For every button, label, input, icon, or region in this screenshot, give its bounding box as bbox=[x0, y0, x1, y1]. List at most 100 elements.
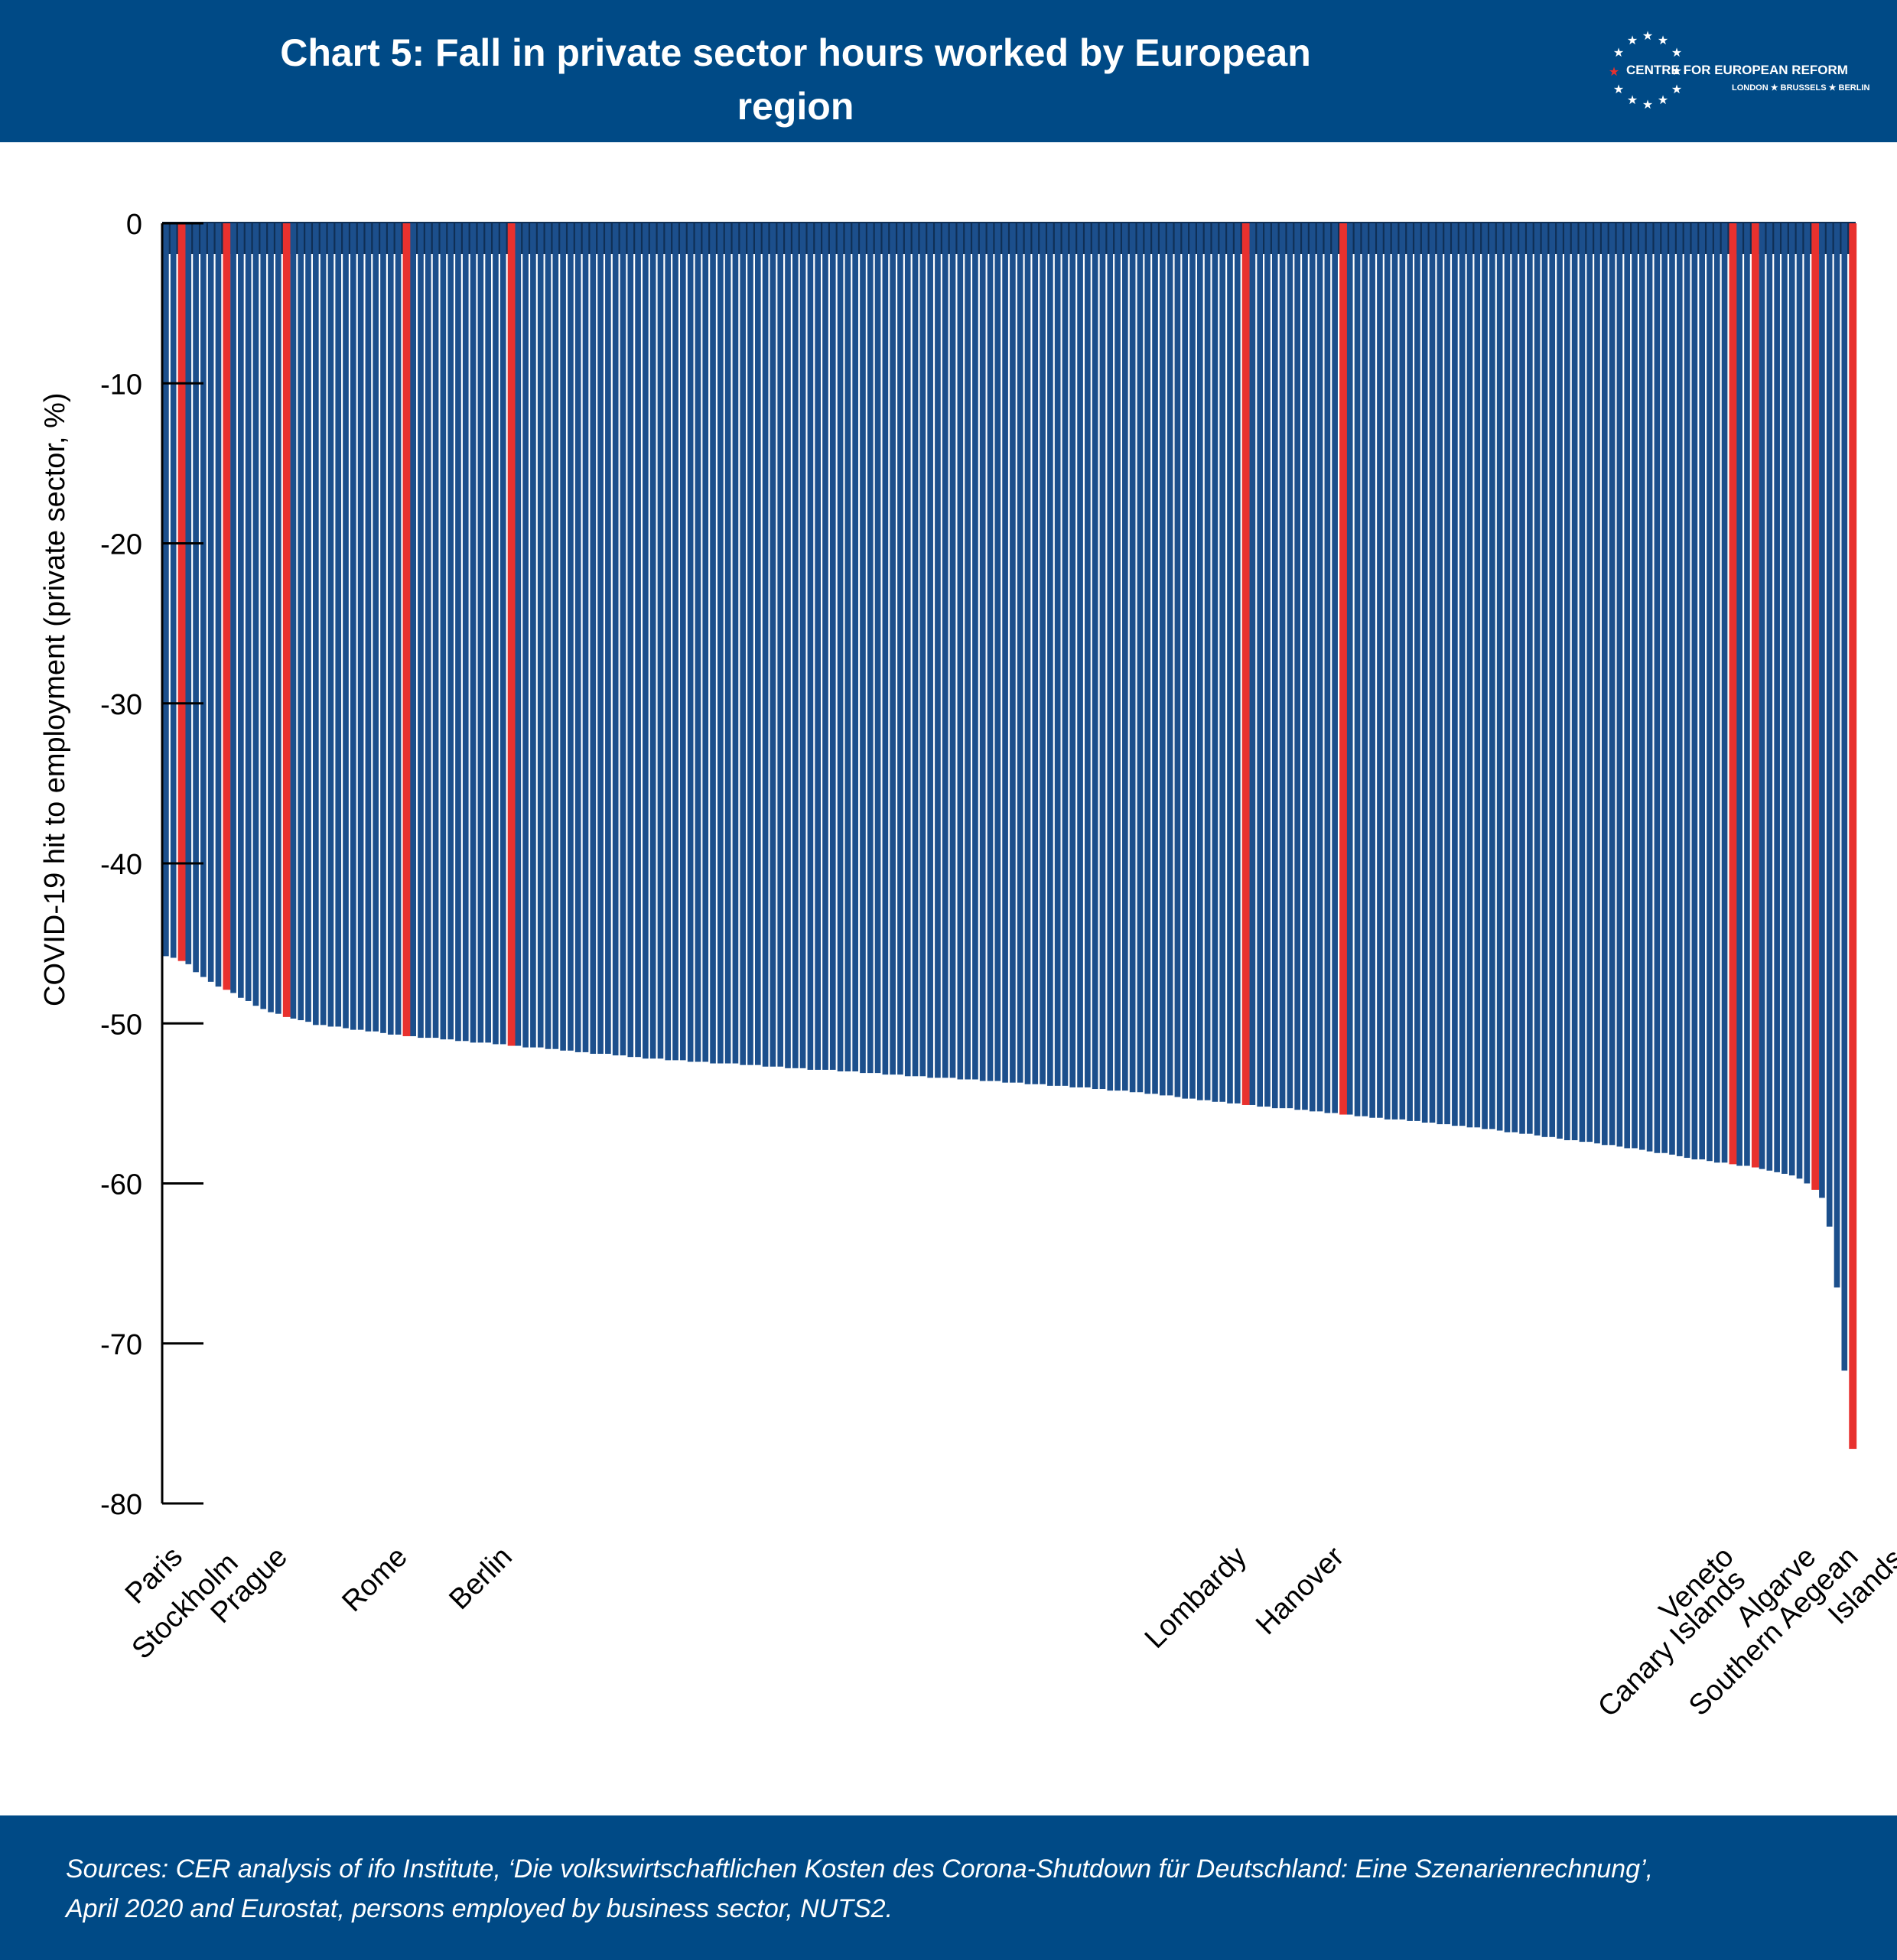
bar bbox=[890, 223, 896, 1075]
sources-line1: Sources: CER analysis of ifo Institute, … bbox=[66, 1854, 1654, 1884]
bar bbox=[1804, 223, 1811, 1184]
svg-text:★: ★ bbox=[1642, 97, 1653, 112]
bar bbox=[777, 223, 784, 1067]
bar bbox=[1527, 223, 1533, 1134]
bar bbox=[395, 223, 402, 1035]
bar bbox=[1024, 223, 1031, 1084]
bar-highlight bbox=[402, 223, 411, 1036]
bar bbox=[537, 223, 544, 1048]
bar bbox=[1841, 223, 1848, 1371]
bar bbox=[860, 223, 866, 1074]
bar-highlight bbox=[282, 223, 291, 1017]
bar bbox=[215, 223, 222, 987]
bar bbox=[635, 223, 641, 1058]
bar bbox=[1661, 223, 1668, 1153]
bar bbox=[574, 223, 581, 1052]
bar bbox=[545, 223, 552, 1049]
bar bbox=[298, 223, 304, 1021]
bar bbox=[163, 223, 169, 957]
bar bbox=[935, 223, 941, 1078]
bar bbox=[740, 223, 747, 1065]
bar bbox=[717, 223, 724, 1064]
bar bbox=[597, 223, 604, 1055]
bar-highlight bbox=[1241, 223, 1250, 1105]
bar bbox=[1721, 223, 1728, 1163]
bar bbox=[410, 223, 416, 1036]
bar bbox=[185, 223, 192, 964]
bar bbox=[1684, 223, 1690, 1159]
bar bbox=[1421, 223, 1428, 1123]
bar bbox=[1204, 223, 1211, 1100]
bar bbox=[327, 223, 334, 1027]
bar bbox=[1826, 223, 1833, 1227]
category-label-line: Hanover bbox=[1250, 1540, 1351, 1641]
bar bbox=[702, 223, 709, 1062]
bar bbox=[357, 223, 364, 1030]
bar bbox=[432, 223, 439, 1039]
svg-text:★: ★ bbox=[1613, 82, 1624, 96]
bar bbox=[605, 223, 611, 1055]
bar bbox=[987, 223, 994, 1081]
bar bbox=[897, 223, 903, 1075]
bar bbox=[1766, 223, 1773, 1171]
bar bbox=[1377, 223, 1383, 1118]
bar bbox=[1287, 223, 1293, 1109]
bar bbox=[1219, 223, 1226, 1102]
bar bbox=[1040, 223, 1046, 1084]
svg-text:★: ★ bbox=[1642, 29, 1653, 43]
bar bbox=[1459, 223, 1466, 1126]
bar bbox=[643, 223, 649, 1059]
bar bbox=[245, 223, 252, 1001]
bar bbox=[1122, 223, 1128, 1091]
bar bbox=[499, 223, 506, 1045]
bar bbox=[1182, 223, 1189, 1099]
bar bbox=[343, 223, 349, 1029]
cer-logo: ★ ★ ★ ★ ★ ★ ★ ★ ★ ★ ★ ★ CENTRE FOR EUROP… bbox=[1605, 28, 1870, 115]
bar bbox=[1227, 223, 1233, 1104]
bar bbox=[1332, 223, 1338, 1113]
y-axis-title: COVID-19 hit to employment (private sect… bbox=[39, 392, 71, 1006]
bar bbox=[365, 223, 372, 1032]
bar bbox=[1437, 223, 1443, 1125]
bar bbox=[710, 223, 716, 1064]
bar bbox=[957, 223, 964, 1080]
chart-title: Chart 5: Fall in private sector hours wo… bbox=[229, 26, 1362, 187]
bar bbox=[807, 223, 814, 1070]
bar bbox=[1189, 223, 1196, 1099]
bar bbox=[1534, 223, 1541, 1136]
svg-text:★: ★ bbox=[1658, 33, 1668, 47]
bar bbox=[1557, 223, 1563, 1139]
bar bbox=[1114, 223, 1121, 1091]
bar bbox=[1391, 223, 1398, 1120]
svg-text:★: ★ bbox=[1609, 64, 1619, 79]
bar bbox=[1407, 223, 1413, 1121]
category-label-line: Lombardy bbox=[1139, 1541, 1253, 1655]
bar-highlight bbox=[1751, 223, 1759, 1168]
bar-highlight bbox=[1849, 223, 1857, 1449]
bar bbox=[1279, 223, 1286, 1109]
bar bbox=[672, 223, 678, 1061]
bar bbox=[313, 223, 319, 1026]
bar bbox=[1414, 223, 1420, 1121]
bar bbox=[275, 223, 281, 1014]
bar-highlight bbox=[177, 223, 186, 961]
bar bbox=[1384, 223, 1391, 1120]
bar bbox=[252, 223, 259, 1006]
bar bbox=[1077, 223, 1083, 1087]
bar bbox=[1541, 223, 1548, 1137]
bar bbox=[1362, 223, 1368, 1117]
bar bbox=[462, 223, 469, 1042]
bar bbox=[724, 223, 731, 1064]
bar bbox=[1586, 223, 1593, 1143]
bar bbox=[785, 223, 791, 1068]
bar bbox=[1564, 223, 1570, 1140]
bar bbox=[1609, 223, 1616, 1146]
bar bbox=[1579, 223, 1586, 1143]
bar-highlight bbox=[223, 223, 231, 990]
bar bbox=[829, 223, 836, 1070]
bar bbox=[612, 223, 619, 1056]
bar bbox=[1699, 223, 1705, 1160]
bar bbox=[350, 223, 356, 1030]
bar bbox=[965, 223, 971, 1080]
bar bbox=[1602, 223, 1608, 1146]
